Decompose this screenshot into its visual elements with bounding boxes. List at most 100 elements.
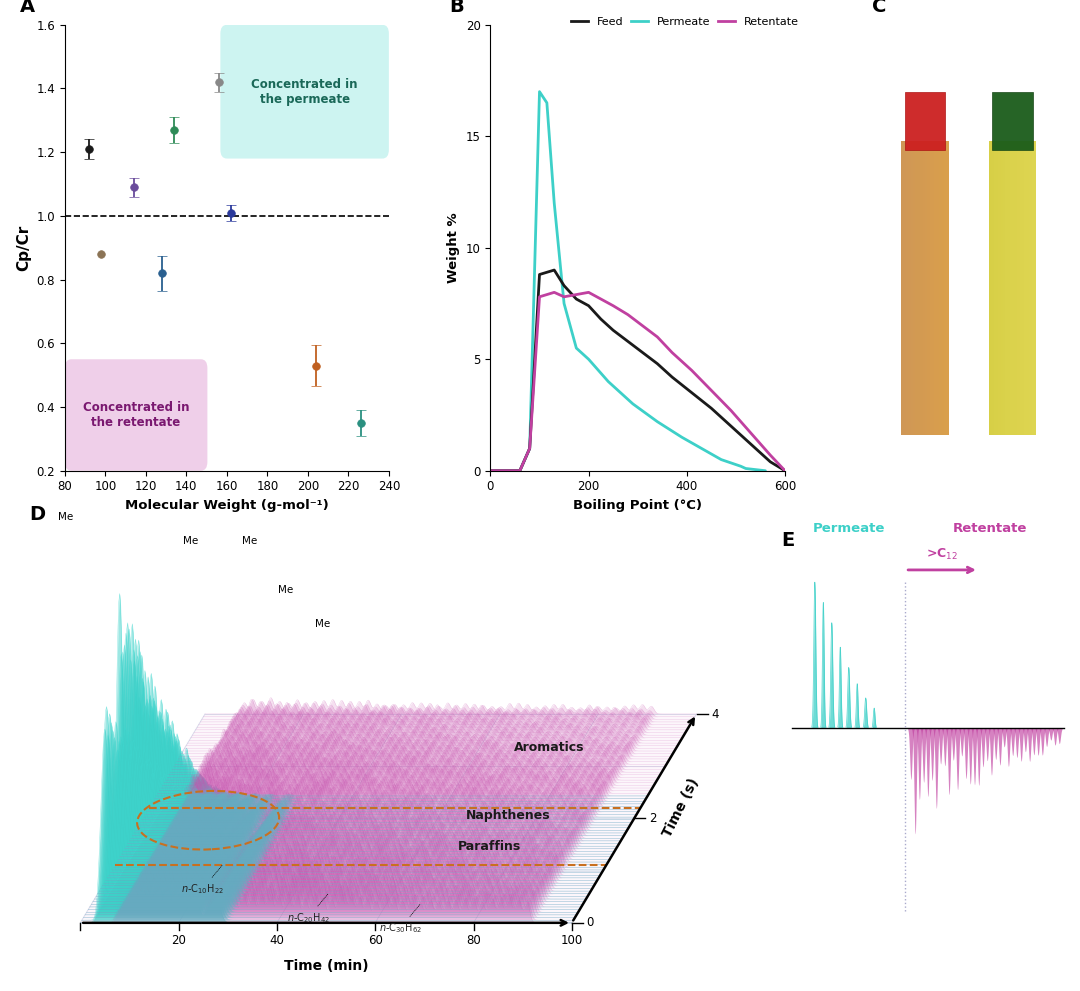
Y-axis label: Cp/Cr: Cp/Cr bbox=[16, 225, 30, 271]
Retentate bbox=[636, 320, 649, 332]
Text: 0: 0 bbox=[586, 917, 594, 930]
X-axis label: Molecular Weight (g-mol⁻¹): Molecular Weight (g-mol⁻¹) bbox=[125, 499, 328, 512]
Permeate bbox=[540, 97, 553, 109]
Bar bbox=[944, 141, 946, 435]
Retentate bbox=[523, 442, 536, 454]
Text: 60: 60 bbox=[368, 934, 382, 946]
Bar bbox=[910, 141, 913, 435]
Feed bbox=[665, 372, 678, 384]
Text: $n$-C$_{30}$H$_{62}$: $n$-C$_{30}$H$_{62}$ bbox=[379, 904, 421, 936]
Bar bbox=[1005, 141, 1008, 435]
Text: 80: 80 bbox=[467, 934, 481, 946]
Text: Naphthenes: Naphthenes bbox=[465, 809, 551, 822]
Text: Concentrated in
the permeate: Concentrated in the permeate bbox=[252, 77, 357, 106]
Retentate bbox=[499, 465, 512, 477]
Feed bbox=[582, 300, 595, 312]
Text: 100: 100 bbox=[561, 934, 583, 946]
Feed bbox=[779, 465, 792, 477]
Permeate bbox=[759, 465, 772, 477]
Retentate bbox=[594, 293, 607, 305]
Feed bbox=[621, 335, 634, 348]
Bar bbox=[989, 141, 991, 435]
Permeate bbox=[523, 442, 536, 454]
Retentate bbox=[557, 291, 570, 303]
Feed bbox=[744, 438, 757, 450]
Legend: Feed, Permeate, Retentate: Feed, Permeate, Retentate bbox=[567, 13, 804, 32]
Permeate bbox=[484, 465, 497, 477]
X-axis label: Boiling Point (°C): Boiling Point (°C) bbox=[573, 499, 702, 512]
Feed bbox=[513, 465, 526, 477]
Feed bbox=[705, 402, 718, 414]
Text: Aromatics: Aromatics bbox=[513, 741, 584, 754]
Bar bbox=[1010, 141, 1013, 435]
Retentate bbox=[484, 465, 497, 477]
Permeate bbox=[570, 342, 583, 354]
Feed bbox=[548, 264, 561, 275]
Bar bbox=[901, 141, 904, 435]
Bar bbox=[998, 141, 1001, 435]
Bar bbox=[946, 141, 948, 435]
Text: C: C bbox=[872, 0, 887, 16]
Permeate bbox=[513, 465, 526, 477]
Bar bbox=[1027, 141, 1029, 435]
Feed bbox=[725, 420, 738, 432]
Polygon shape bbox=[80, 714, 697, 923]
Feed bbox=[607, 324, 620, 336]
Bar bbox=[905, 92, 945, 150]
Text: E: E bbox=[781, 531, 794, 550]
Text: $n$-C$_{10}$H$_{22}$: $n$-C$_{10}$H$_{22}$ bbox=[180, 865, 224, 896]
Permeate bbox=[696, 442, 708, 454]
Text: >C$_{12}$: >C$_{12}$ bbox=[926, 547, 958, 562]
Permeate bbox=[626, 397, 639, 410]
Permeate bbox=[534, 86, 546, 98]
Retentate bbox=[513, 465, 526, 477]
Text: Me: Me bbox=[183, 536, 199, 546]
Permeate bbox=[739, 463, 752, 475]
Feed bbox=[651, 358, 664, 370]
FancyBboxPatch shape bbox=[220, 25, 389, 159]
Line: Permeate: Permeate bbox=[490, 92, 766, 471]
Retentate bbox=[621, 309, 634, 321]
Text: D: D bbox=[29, 505, 45, 524]
Bar bbox=[904, 141, 906, 435]
Bar bbox=[940, 141, 942, 435]
Text: Me: Me bbox=[315, 618, 330, 628]
Retentate bbox=[685, 365, 698, 377]
Bar bbox=[928, 141, 930, 435]
Bar bbox=[924, 141, 928, 435]
Retentate bbox=[570, 288, 583, 300]
Retentate bbox=[764, 449, 777, 461]
Retentate bbox=[651, 331, 664, 343]
Retentate bbox=[548, 286, 561, 298]
Bar bbox=[1015, 141, 1017, 435]
Text: Time (min): Time (min) bbox=[284, 959, 368, 973]
Bar bbox=[1020, 141, 1022, 435]
Retentate bbox=[744, 427, 757, 439]
Text: Time (s): Time (s) bbox=[660, 776, 701, 839]
Feed bbox=[594, 313, 607, 325]
Bar bbox=[920, 141, 922, 435]
Text: B: B bbox=[449, 0, 464, 16]
Bar bbox=[1003, 141, 1005, 435]
Bar bbox=[916, 141, 918, 435]
Bar bbox=[1022, 141, 1025, 435]
Bar bbox=[991, 141, 994, 435]
FancyBboxPatch shape bbox=[65, 359, 207, 471]
Permeate bbox=[548, 197, 561, 209]
Bar bbox=[1025, 141, 1027, 435]
Permeate bbox=[602, 376, 615, 387]
Text: Paraffins: Paraffins bbox=[458, 840, 521, 853]
Text: Concentrated in
the retentate: Concentrated in the retentate bbox=[83, 401, 189, 429]
Permeate bbox=[734, 460, 747, 472]
Feed bbox=[636, 347, 649, 359]
Bar bbox=[1001, 141, 1003, 435]
Text: Me: Me bbox=[58, 511, 73, 522]
Permeate bbox=[675, 431, 688, 443]
Retentate bbox=[779, 465, 792, 477]
Bar bbox=[996, 141, 998, 435]
Bar bbox=[922, 141, 924, 435]
Permeate bbox=[582, 353, 595, 365]
Bar bbox=[942, 141, 944, 435]
Permeate bbox=[499, 465, 512, 477]
Bar bbox=[1017, 141, 1020, 435]
